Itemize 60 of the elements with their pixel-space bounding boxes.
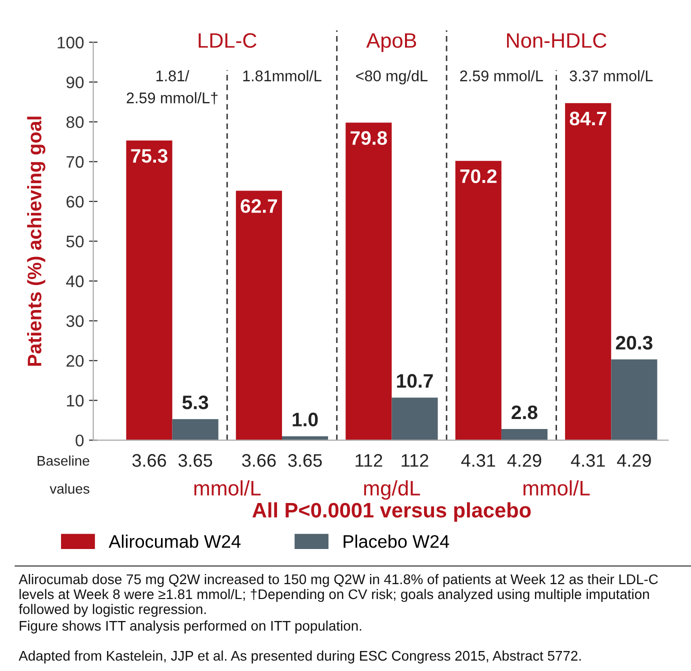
y-tick-label: 100 xyxy=(58,36,84,48)
text: 4.31 xyxy=(461,454,496,467)
x-tick-label: <80 mg/dL xyxy=(356,70,428,84)
data-label: 10.7 xyxy=(397,374,433,388)
bar xyxy=(126,140,172,440)
bar xyxy=(501,429,548,440)
x-tick-label: 3.37 mmol/L xyxy=(570,70,653,82)
annotation: ApoB xyxy=(366,33,416,52)
text: mg/dL xyxy=(364,480,420,500)
data-label: 79.8 xyxy=(350,131,387,145)
text: Alirocumab dose 75 mg Q2W increased to 150 mg Q2W in 41.8% of patients at Week 12 as their LDL-C levels at Week 8 were ≥1.81 mmol/L; †Depending on CV risk; goals analyzed using multiple imputation followed by logistic regression. xyxy=(18,574,658,617)
legend-label: Alirocumab W24 xyxy=(108,534,241,548)
text: Baseline xyxy=(38,456,90,466)
bar xyxy=(565,103,612,440)
data-label: 70.2 xyxy=(460,169,497,184)
data-label: 1.0 xyxy=(292,412,318,426)
legend-label: Placebo W24 xyxy=(344,534,450,548)
y-tick-label: 60 xyxy=(66,196,84,208)
bar xyxy=(611,359,658,440)
text: 3.65 xyxy=(178,454,212,467)
text: mmol/L xyxy=(524,480,590,496)
y-axis-title: Patients (%) achieving goal xyxy=(27,116,46,366)
data-label: 84.7 xyxy=(570,112,606,126)
text: 112 xyxy=(402,454,428,467)
y-tick-label: 20 xyxy=(66,354,84,367)
y-tick-label: 70 xyxy=(66,156,84,168)
annotation: LDL-C xyxy=(198,33,256,48)
bar xyxy=(236,190,282,440)
text: All P<0.0001 versus placebo xyxy=(252,502,531,522)
text: mmol/L xyxy=(194,480,261,496)
data-label: 62.7 xyxy=(240,199,278,213)
data-label: 20.3 xyxy=(616,336,652,350)
y-tick-label: 50 xyxy=(66,236,84,248)
bar xyxy=(392,398,438,440)
x-tick-label: 2.59 mmol/L xyxy=(460,70,543,82)
y-tick-label: 40 xyxy=(66,275,84,288)
text: Adapted from Kastelein, JJP et al. As presented during ESC Congress 2015, Abstract 5772. xyxy=(18,650,581,664)
text: 4.29 xyxy=(617,454,651,467)
y-tick-label: 90 xyxy=(66,76,84,88)
x-tick-label: 1.81mmol/L xyxy=(243,70,322,82)
text: 3.65 xyxy=(288,454,322,467)
y-tick-label: 0 xyxy=(76,434,84,446)
data-label: 2.8 xyxy=(512,405,538,420)
text: 3.66 xyxy=(242,454,276,467)
text: Figure shows ITT analysis performed on ITT population. xyxy=(20,620,362,634)
bar xyxy=(346,122,392,440)
data-label: 5.3 xyxy=(182,396,208,410)
text: 4.29 xyxy=(507,454,542,467)
y-tick-label: 10 xyxy=(66,394,84,407)
bar xyxy=(455,160,502,440)
y-tick-label: 80 xyxy=(66,116,84,128)
y-tick-label: 30 xyxy=(66,315,84,328)
text: values xyxy=(50,484,90,494)
data-label: 75.3 xyxy=(131,149,168,163)
annotation: Non-HDLC xyxy=(507,33,606,48)
text: 112 xyxy=(356,454,382,467)
bar xyxy=(172,419,218,440)
text: 4.31 xyxy=(570,454,605,467)
text: 3.66 xyxy=(132,454,166,467)
x-tick-label: 1.81/ 2.59 mmol/L† xyxy=(126,70,218,104)
